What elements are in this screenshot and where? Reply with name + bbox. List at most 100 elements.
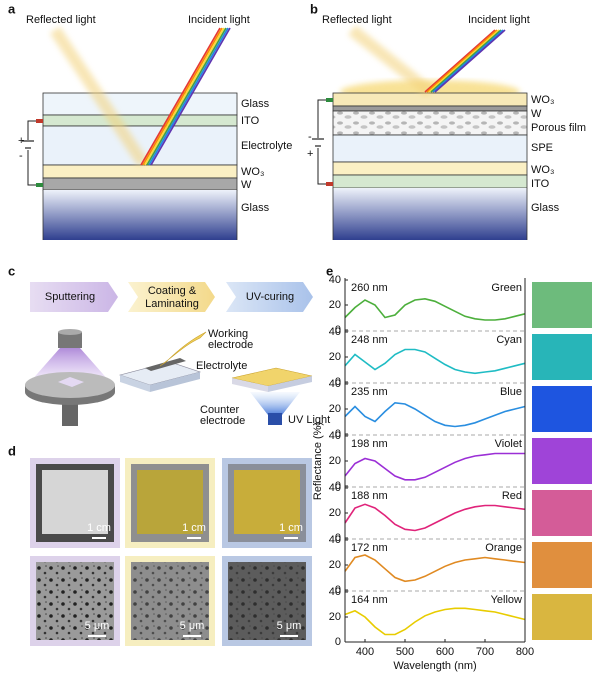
y-axis-label: Reflectance (%) <box>312 422 324 500</box>
series-label: Red <box>502 490 522 502</box>
layer <box>332 174 528 189</box>
callout: electrode <box>200 415 245 427</box>
y-tick-label: 20 <box>329 559 341 571</box>
scale-label: 5 μm <box>277 620 302 632</box>
step-arrow <box>128 282 215 312</box>
circuit-wire <box>317 99 326 185</box>
callout: electrode <box>208 339 253 351</box>
curve <box>344 401 526 428</box>
y-tick-label: 20 <box>329 403 341 415</box>
y-tick-label: 20 <box>329 351 341 363</box>
beam-label: Reflected light <box>26 14 96 26</box>
layer-label: Glass <box>241 98 270 110</box>
sem-image <box>131 562 209 640</box>
polarity: - <box>19 150 23 162</box>
sample <box>137 470 203 534</box>
y-tick-label: 0 <box>335 636 341 648</box>
y-tick-label: 0 <box>335 584 341 596</box>
scale-bar <box>88 537 298 637</box>
layer <box>42 164 238 179</box>
connector <box>326 182 333 186</box>
panel-d: d 1 cm 1 cm 1 cm 5 μm 5 μm 5 μm <box>8 443 312 646</box>
polarity: + <box>18 135 24 147</box>
layer-label: Glass <box>531 202 560 214</box>
curve <box>344 503 526 532</box>
scale-label: 5 μm <box>85 620 110 632</box>
beam-label: Reflected light <box>322 14 392 26</box>
color-swatch <box>532 334 592 380</box>
callout: UV Light <box>288 414 330 426</box>
step-label: Laminating <box>145 298 199 310</box>
step-arrow <box>30 282 118 312</box>
electrolyte-bar <box>145 358 186 371</box>
target <box>58 332 82 348</box>
series-label: Orange <box>485 542 522 554</box>
x-tick-label: 700 <box>476 646 494 658</box>
thickness-label: 164 nm <box>351 594 388 606</box>
target <box>58 329 82 335</box>
layer-label: Glass <box>241 202 270 214</box>
y-tick-label: 20 <box>329 299 341 311</box>
color-swatch <box>532 282 592 328</box>
series-label: Blue <box>500 386 522 398</box>
x-tick-label: 600 <box>436 646 454 658</box>
thickness-label: 198 nm <box>351 438 388 450</box>
x-tick-label: 500 <box>396 646 414 658</box>
beam-label: Incident light <box>468 14 530 26</box>
device <box>268 376 312 392</box>
curve <box>344 348 526 375</box>
panel-a: a Reflected light Incident light Glass I… <box>8 1 292 240</box>
layer-label: Porous film <box>531 122 586 134</box>
substrate <box>120 375 150 392</box>
thickness-label: 235 nm <box>351 386 388 398</box>
panel-label: a <box>8 1 16 16</box>
connector <box>36 119 43 123</box>
series-label: Yellow <box>491 594 522 606</box>
layer-label: Electrolyte <box>241 140 292 152</box>
y-tick-label: 0 <box>335 532 341 544</box>
circuit-wire <box>27 120 36 186</box>
panel-label: d <box>8 443 16 458</box>
layer <box>333 188 527 240</box>
layer <box>332 110 528 136</box>
y-tick-label: 40 <box>329 430 341 442</box>
layer-label: W <box>241 179 252 191</box>
sem-image <box>36 562 114 640</box>
layer-label: W <box>531 108 542 120</box>
y-tick-label: 40 <box>329 586 341 598</box>
reflected-beam <box>348 25 434 97</box>
layer <box>332 134 528 163</box>
y-tick-label: 20 <box>329 507 341 519</box>
substrate <box>150 372 200 392</box>
scale-labels: 1 cm 1 cm 1 cm 5 μm 5 μm 5 μm <box>85 522 303 632</box>
layer-label: ITO <box>531 178 550 190</box>
x-axis-label: Wavelength (nm) <box>393 660 476 672</box>
layer-label: WO₃ <box>531 164 554 176</box>
layer <box>43 190 237 240</box>
callout: Working <box>208 328 248 340</box>
y-tick-label: 0 <box>335 480 341 492</box>
series-label: Violet <box>495 438 522 450</box>
layer-label: WO₃ <box>531 94 554 106</box>
layer <box>42 177 238 191</box>
layer-label: WO₃ <box>241 166 264 178</box>
scale-label: 1 cm <box>279 522 303 534</box>
curve <box>344 297 526 321</box>
sem-image <box>228 562 306 640</box>
thickness-label: 172 nm <box>351 542 388 554</box>
color-swatch <box>532 594 592 640</box>
y-tick-label: 20 <box>329 455 341 467</box>
x-tick-label: 800 <box>516 646 534 658</box>
curve <box>344 452 525 481</box>
panel-label: c <box>8 263 15 278</box>
color-swatch <box>532 386 592 432</box>
layer-label: SPE <box>531 142 553 154</box>
scale-label: 1 cm <box>182 522 206 534</box>
panel-b: b Reflected light Incident light WO₃ W P… <box>307 1 586 240</box>
color-swatch <box>532 490 592 536</box>
y-tick-label: 20 <box>329 611 341 623</box>
color-swatch <box>532 542 592 588</box>
connector <box>326 98 333 102</box>
thickness-label: 248 nm <box>351 334 388 346</box>
